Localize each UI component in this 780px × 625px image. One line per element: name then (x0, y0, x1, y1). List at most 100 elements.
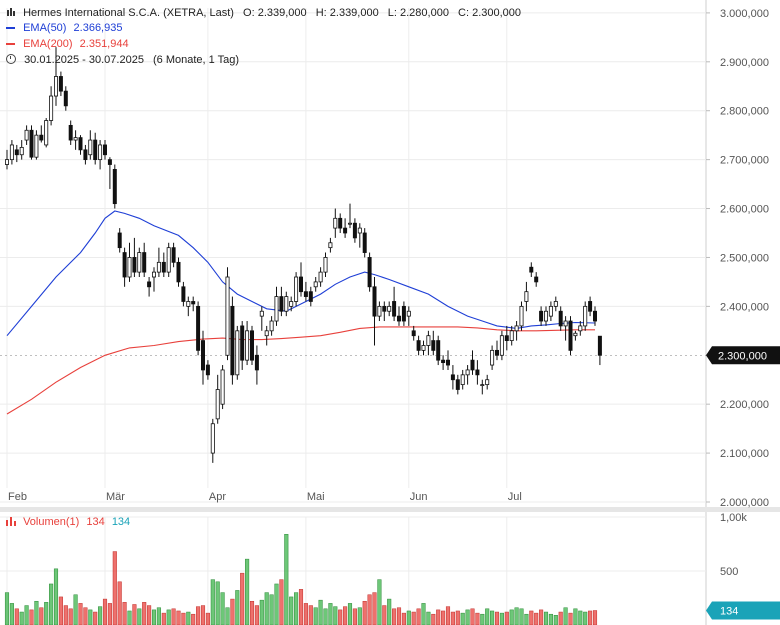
volume-bar (592, 610, 598, 625)
candle (284, 291, 289, 317)
volume-bar (504, 611, 509, 625)
candle-body-up (24, 129, 29, 141)
candle (44, 118, 49, 148)
volume-bar (558, 611, 563, 625)
candle (303, 281, 308, 302)
candle (450, 365, 455, 390)
candle-body-up (357, 227, 362, 234)
volume-bar (509, 609, 514, 625)
candle-body-up (151, 271, 156, 278)
volume-bars-icon (6, 517, 16, 526)
volume-bar (269, 594, 274, 625)
candle (539, 306, 544, 326)
candle (475, 360, 480, 385)
volume-bar (19, 611, 24, 625)
candle-body-down (63, 90, 68, 107)
date-range[interactable]: 30.01.2025 - 30.07.2025 (6 Monate, 1 Tag… (6, 53, 239, 67)
volume-bar (29, 609, 34, 625)
last-volume-marker (706, 601, 780, 620)
volume-bar (225, 607, 230, 625)
candle-body-down (176, 261, 181, 283)
candle (166, 242, 171, 278)
volume-bar (563, 607, 568, 625)
candle-body-up (548, 305, 553, 317)
volume-bar (303, 603, 308, 625)
volume-bar (411, 611, 416, 625)
volume-bar (308, 605, 313, 625)
candle-body-up (519, 305, 524, 327)
volume-bar (294, 592, 299, 625)
candle (93, 132, 98, 165)
candle-body-down (298, 276, 303, 293)
volume-bar (362, 600, 367, 625)
candle-body-down (303, 291, 308, 297)
ema200-legend[interactable]: EMA(200) 2.351,944 (6, 37, 129, 51)
candle (249, 325, 254, 366)
candle-body-down (107, 159, 112, 165)
candle (593, 306, 598, 326)
candle-body-up (465, 369, 470, 376)
candle (73, 130, 78, 150)
candle (426, 330, 431, 356)
candle-body-down (83, 149, 88, 161)
volume-bar (112, 551, 117, 625)
volume-bar (524, 613, 529, 625)
candle (24, 125, 29, 145)
volume-value-red: 134 (86, 516, 105, 528)
candle (220, 365, 225, 410)
price-tick-label: 2.000,000 (720, 497, 769, 509)
candle (519, 301, 524, 331)
candle (279, 286, 284, 317)
candle (151, 267, 156, 292)
candle-body-up (480, 384, 485, 387)
volume-bar (573, 608, 578, 625)
candle-body-up (289, 301, 294, 307)
volume-bar (88, 609, 93, 625)
volume-bar (39, 607, 44, 625)
candle (107, 157, 112, 189)
volume-bar (578, 610, 583, 625)
low-value: L: 2.280,000 (387, 7, 449, 19)
candle-body-up (98, 144, 103, 161)
candle-body-up (294, 276, 299, 302)
volume-bar (338, 609, 343, 625)
candle-body-up (34, 134, 39, 158)
candle (313, 277, 318, 292)
volume-bar (519, 608, 524, 625)
volume-bar (220, 592, 225, 625)
volume-bar (588, 610, 593, 625)
volume-bar (78, 603, 83, 625)
volume-bar (210, 579, 215, 625)
candle-body-down (352, 222, 357, 239)
ema200-line (6, 326, 595, 415)
candle (127, 242, 132, 282)
candle-body-down (568, 320, 573, 351)
candle-body-down (494, 349, 499, 356)
candle (200, 330, 205, 385)
ohlc-values: O: 2.339,000 H: 2.339,000 L: 2.280,000 C… (243, 7, 527, 19)
candle-body-down (539, 310, 544, 322)
candle-body-down (279, 296, 284, 312)
candles-layer (5, 47, 602, 463)
candle-body-up (499, 335, 504, 356)
candle-body-down (455, 379, 460, 390)
candle-body-down (436, 340, 441, 361)
candle-body-up (544, 310, 549, 322)
volume-bar (93, 611, 98, 625)
volume-bar (58, 596, 63, 625)
candle-body-up (215, 389, 220, 420)
volume-bar (318, 599, 323, 625)
candle-body-up (426, 335, 431, 346)
high-value: H: 2.339,000 (315, 7, 379, 19)
candle (514, 321, 519, 341)
volume-legend[interactable]: Volumen(1) 134 134 (6, 516, 130, 528)
candle-body-down (411, 330, 416, 337)
candle (588, 296, 593, 317)
ema50-legend[interactable]: EMA(50) 2.366,935 (6, 21, 122, 35)
candle-body-down (196, 305, 201, 351)
volume-bar (122, 602, 127, 625)
volume-bar (328, 603, 333, 625)
candle-body-up (485, 379, 490, 386)
candle-body-up (406, 310, 411, 317)
